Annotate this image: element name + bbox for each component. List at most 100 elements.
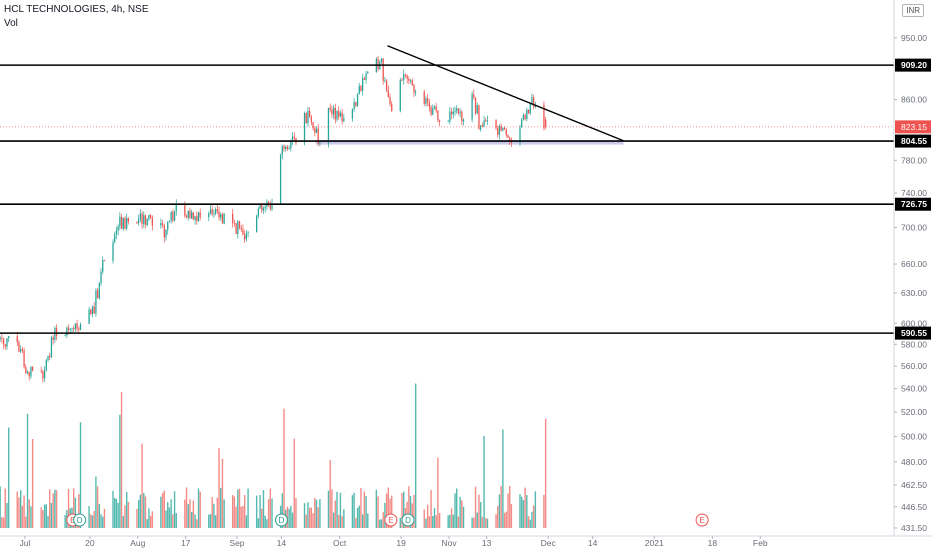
candle-body — [120, 216, 123, 229]
volume-bar — [351, 495, 354, 528]
level-price-tag[interactable] — [895, 58, 931, 72]
candle-body — [209, 209, 212, 214]
volume-bar — [0, 486, 1, 528]
horizontal-levels[interactable] — [0, 64, 894, 334]
event-marker-badge[interactable] — [73, 513, 87, 527]
candle-body — [71, 328, 73, 329]
volume-bar — [283, 408, 285, 528]
candle-body — [459, 111, 461, 114]
volume-bar — [55, 490, 58, 528]
candle-body — [93, 306, 95, 314]
candle-body — [237, 221, 239, 235]
event-marker-badge[interactable] — [695, 513, 709, 527]
event-marker-label: D — [405, 516, 411, 525]
time-axis[interactable]: Jul 20 Aug 17 Sep 14 Oct 19 Nov 13 Dec 14 2021 18 Feb — [0, 535, 932, 548]
candle-body — [95, 290, 97, 314]
time-tick-label: Nov — [441, 538, 457, 548]
volume-bar — [137, 500, 140, 528]
volume-bar — [543, 494, 545, 528]
volume-bar — [52, 493, 54, 528]
candle-body — [271, 203, 273, 210]
candle-body — [187, 210, 189, 218]
last-price-label: 823.15 — [901, 122, 927, 132]
time-tick-label: Feb — [753, 538, 768, 548]
volume-bar — [317, 507, 319, 528]
volume-bar — [391, 495, 393, 528]
level-price-label: 726.75 — [901, 199, 927, 209]
volume-bar — [232, 494, 234, 528]
candle-body — [192, 212, 195, 220]
volume-bar — [45, 504, 48, 528]
volume-bar — [452, 514, 454, 528]
candle-body — [509, 137, 511, 141]
level-price-tag[interactable] — [895, 326, 931, 340]
volume-bar — [358, 505, 360, 528]
candle-body — [495, 120, 497, 129]
candle-body — [544, 119, 547, 127]
candle-body — [262, 207, 265, 211]
volume-bar — [114, 497, 116, 528]
candle-body — [214, 209, 217, 214]
volume-bar — [544, 418, 547, 528]
volume-bar — [384, 502, 386, 528]
price-axis[interactable]: 431.50 446.50 462.50 480.00 500.00 520.00 540.… — [893, 0, 931, 536]
trendline[interactable] — [387, 45, 624, 142]
event-marker-badge[interactable] — [274, 513, 288, 527]
candle-body — [267, 202, 270, 204]
volume-bar — [288, 508, 290, 528]
volume-bar — [235, 506, 237, 528]
candle-body — [54, 328, 56, 340]
volume-bar — [295, 498, 297, 528]
level-price-tag[interactable] — [895, 197, 931, 211]
level-price-label: 804.55 — [901, 136, 927, 146]
volume-bar — [403, 491, 405, 528]
volume-bar — [314, 498, 316, 528]
event-marker-badge[interactable] — [384, 513, 398, 527]
volume-bar — [122, 516, 124, 528]
time-tick-label: 18 — [708, 538, 718, 548]
volume-bar — [334, 500, 337, 528]
last-price-tag[interactable] — [895, 120, 931, 134]
volume-bar — [196, 519, 198, 528]
volume-bar — [459, 496, 461, 528]
volume-bar — [266, 519, 268, 528]
candle-body — [144, 215, 147, 226]
volume-bar — [120, 392, 123, 528]
volume-bar — [485, 518, 487, 528]
volume-bar — [269, 488, 272, 528]
volume-bar — [23, 495, 25, 528]
price-tick-label: 431.50 — [901, 523, 927, 533]
currency-badge[interactable]: INR — [902, 4, 924, 17]
price-tick-label: 446.50 — [901, 502, 927, 512]
candle-body — [543, 104, 545, 129]
time-tick-label: Oct — [333, 538, 347, 548]
event-marker-label: E — [699, 516, 704, 525]
volume-bar — [2, 517, 5, 528]
price-tick-label: 780.00 — [901, 155, 927, 165]
candle-body — [127, 218, 130, 222]
volume-bar — [1, 517, 3, 528]
volume-bar — [534, 491, 537, 528]
volume-bar — [144, 496, 147, 528]
candle-body — [73, 328, 75, 330]
level-price-tag[interactable] — [895, 134, 931, 148]
candle-body — [427, 98, 429, 103]
volume-bar — [233, 496, 236, 528]
trendline-group[interactable] — [387, 45, 624, 142]
volume-bar — [261, 508, 263, 528]
volume-bar — [365, 496, 367, 528]
candle-body — [481, 125, 484, 127]
candle-body — [331, 109, 333, 115]
candle-body — [502, 127, 504, 131]
volume-bar — [408, 486, 410, 528]
volume-bar — [380, 519, 383, 528]
volume-bar — [432, 516, 434, 528]
event-marker-badge[interactable] — [401, 513, 415, 527]
volume-bar — [6, 502, 8, 528]
candle-body — [401, 79, 403, 81]
volume-label: Vol — [4, 18, 18, 29]
candle-body — [218, 211, 220, 218]
candle-body — [307, 110, 309, 124]
